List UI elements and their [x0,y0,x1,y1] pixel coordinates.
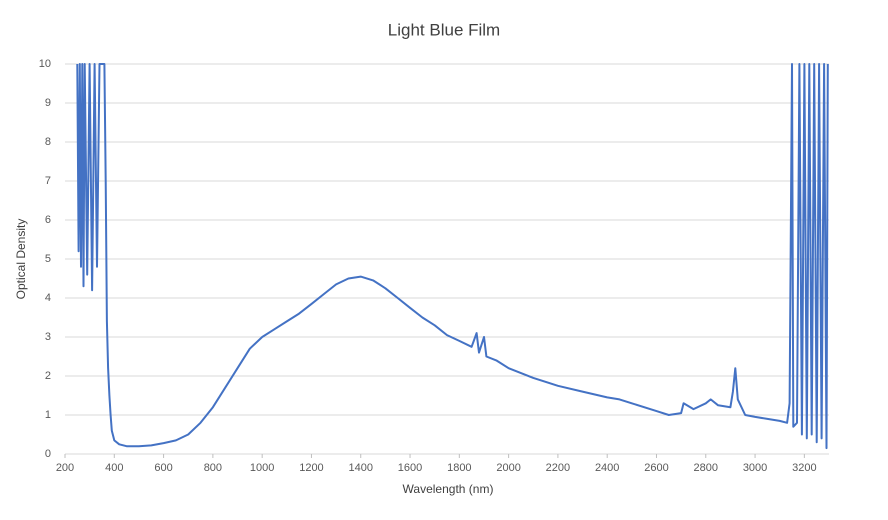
x-tick-label: 1600 [398,462,422,474]
y-tick-label: 10 [39,58,51,70]
y-tick-label: 8 [45,136,51,148]
x-tick-label: 800 [204,462,222,474]
y-tick-label: 3 [45,331,51,343]
x-tick-label: 600 [154,462,172,474]
y-tick-label: 7 [45,175,51,187]
y-tick-label: 9 [45,97,51,109]
x-tick-label: 3200 [792,462,816,474]
y-tick-label: 2 [45,370,51,382]
x-tick-label: 2600 [644,462,668,474]
y-tick-label: 4 [45,292,51,304]
x-axis-label: Wavelength (nm) [403,482,494,496]
y-tick-label: 6 [45,214,51,226]
x-tick-label: 1800 [447,462,471,474]
x-tick-label: 2400 [595,462,619,474]
y-tick-label: 5 [45,253,51,265]
data-line [76,63,829,450]
x-tick-label: 1000 [250,462,274,474]
x-tick-label: 1400 [348,462,372,474]
y-axis-label: Optical Density [14,219,28,300]
chart-title: Light Blue Film [388,20,500,39]
y-tick-label: 0 [45,448,51,460]
y-tick-label: 1 [45,409,51,421]
x-tick-label: 1200 [299,462,323,474]
x-tick-label: 2000 [496,462,520,474]
x-tick-label: 2800 [694,462,718,474]
x-tick-label: 3000 [743,462,767,474]
x-tick-label: 200 [56,462,74,474]
x-tick-label: 2200 [546,462,570,474]
x-tick-label: 400 [105,462,123,474]
